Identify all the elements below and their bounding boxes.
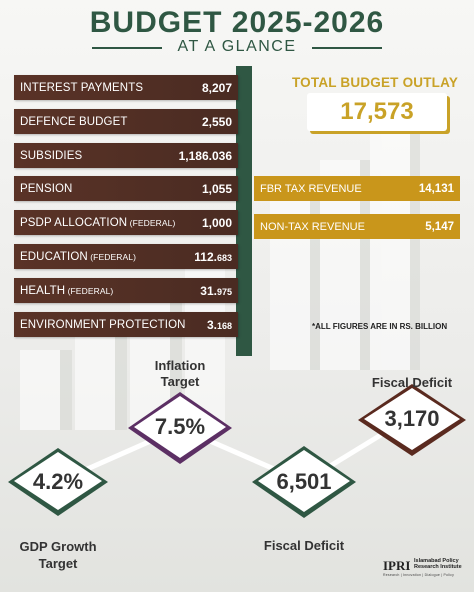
expenditure-row-health: HEALTH (FEDERAL) 31.975	[14, 278, 238, 303]
expenditure-label: ENVIRONMENT PROTECTION	[20, 318, 186, 331]
fiscal-deficit-caption-b: Fiscal Deficit	[371, 375, 453, 390]
fiscal-deficit-value-b: 3,170	[384, 406, 440, 431]
expenditure-label: HEALTH (FEDERAL)	[20, 284, 114, 297]
ipri-logo-mark: IPRI	[383, 558, 411, 573]
fiscal-deficit-caption-a: Fiscal Deficit	[263, 538, 345, 553]
revenue-label: NON-TAX REVENUE	[260, 220, 365, 233]
expenditure-value: 1,055	[201, 181, 232, 196]
ipri-logo-name: Islamabad Policy Research Institute	[414, 558, 462, 570]
expenditure-row-pension: PENSION 1,055	[14, 176, 238, 201]
fiscal-deficit-value-a: 6,501	[276, 469, 332, 494]
page-title: BUDGET 2025-2026	[89, 6, 385, 39]
total-outlay-title: TOTAL BUDGET OUTLAY	[291, 75, 459, 90]
expenditure-value: 1,186.036	[178, 148, 232, 163]
expenditure-value: 112.683	[194, 249, 232, 264]
subtitle-rule-right	[312, 47, 382, 49]
expenditure-label: SUBSIDIES	[20, 149, 83, 162]
expenditure-label: DEFENCE BUDGET	[20, 115, 128, 128]
center-divider	[236, 66, 252, 356]
expenditure-label: EDUCATION (FEDERAL)	[20, 250, 137, 263]
gdp-value: 4.2%	[32, 469, 84, 494]
revenue-row-non-tax: NON-TAX REVENUE 5,147	[254, 214, 460, 239]
inflation-diamond	[128, 392, 232, 464]
revenue-value: 14,131	[418, 182, 454, 195]
expenditure-value: 1,000	[201, 215, 232, 230]
revenue-row-fbr: FBR TAX REVENUE 14,131	[254, 176, 460, 201]
expenditure-row-environment: ENVIRONMENT PROTECTION 3.168	[14, 312, 238, 337]
expenditure-label: PSDP ALLOCATION (FEDERAL)	[20, 216, 176, 229]
expenditure-row-psdp: PSDP ALLOCATION (FEDERAL) 1,000	[14, 210, 238, 235]
expenditure-row-education: EDUCATION (FEDERAL) 112.683	[14, 244, 238, 269]
expenditure-value: 3.168	[206, 317, 232, 332]
expenditure-row-subsidies: SUBSIDIES 1,186.036	[14, 143, 238, 168]
revenue-value: 5,147	[425, 220, 454, 233]
fiscal-deficit-diamond-b	[358, 384, 466, 456]
expenditure-row-defence: DEFENCE BUDGET 2,550	[14, 109, 238, 134]
inflation-caption: Inflation Target	[154, 358, 206, 389]
units-footnote: *ALL FIGURES ARE IN RS. BILLION	[312, 322, 448, 331]
expenditure-value: 8,207	[201, 80, 232, 95]
subtitle-rule-left	[92, 47, 162, 49]
fiscal-deficit-diamond-a	[252, 446, 356, 518]
inflation-value: 7.5%	[154, 414, 206, 439]
expenditure-row-interest: INTEREST PAYMENTS 8,207	[14, 75, 238, 100]
revenue-label: FBR TAX REVENUE	[260, 182, 362, 195]
expenditure-label: INTEREST PAYMENTS	[20, 81, 144, 94]
expenditure-value: 2,550	[201, 114, 232, 129]
ipri-logo-tagline: Research | Innovation | Dialogue | Polic…	[383, 573, 455, 577]
gdp-diamond	[8, 448, 108, 516]
expenditure-value: 31.975	[200, 283, 232, 298]
total-outlay-value: 17,573	[307, 93, 447, 131]
page-subtitle: AT A GLANCE	[177, 38, 297, 55]
gdp-caption: GDP Growth Target	[19, 539, 97, 571]
expenditure-label: PENSION	[20, 182, 73, 195]
